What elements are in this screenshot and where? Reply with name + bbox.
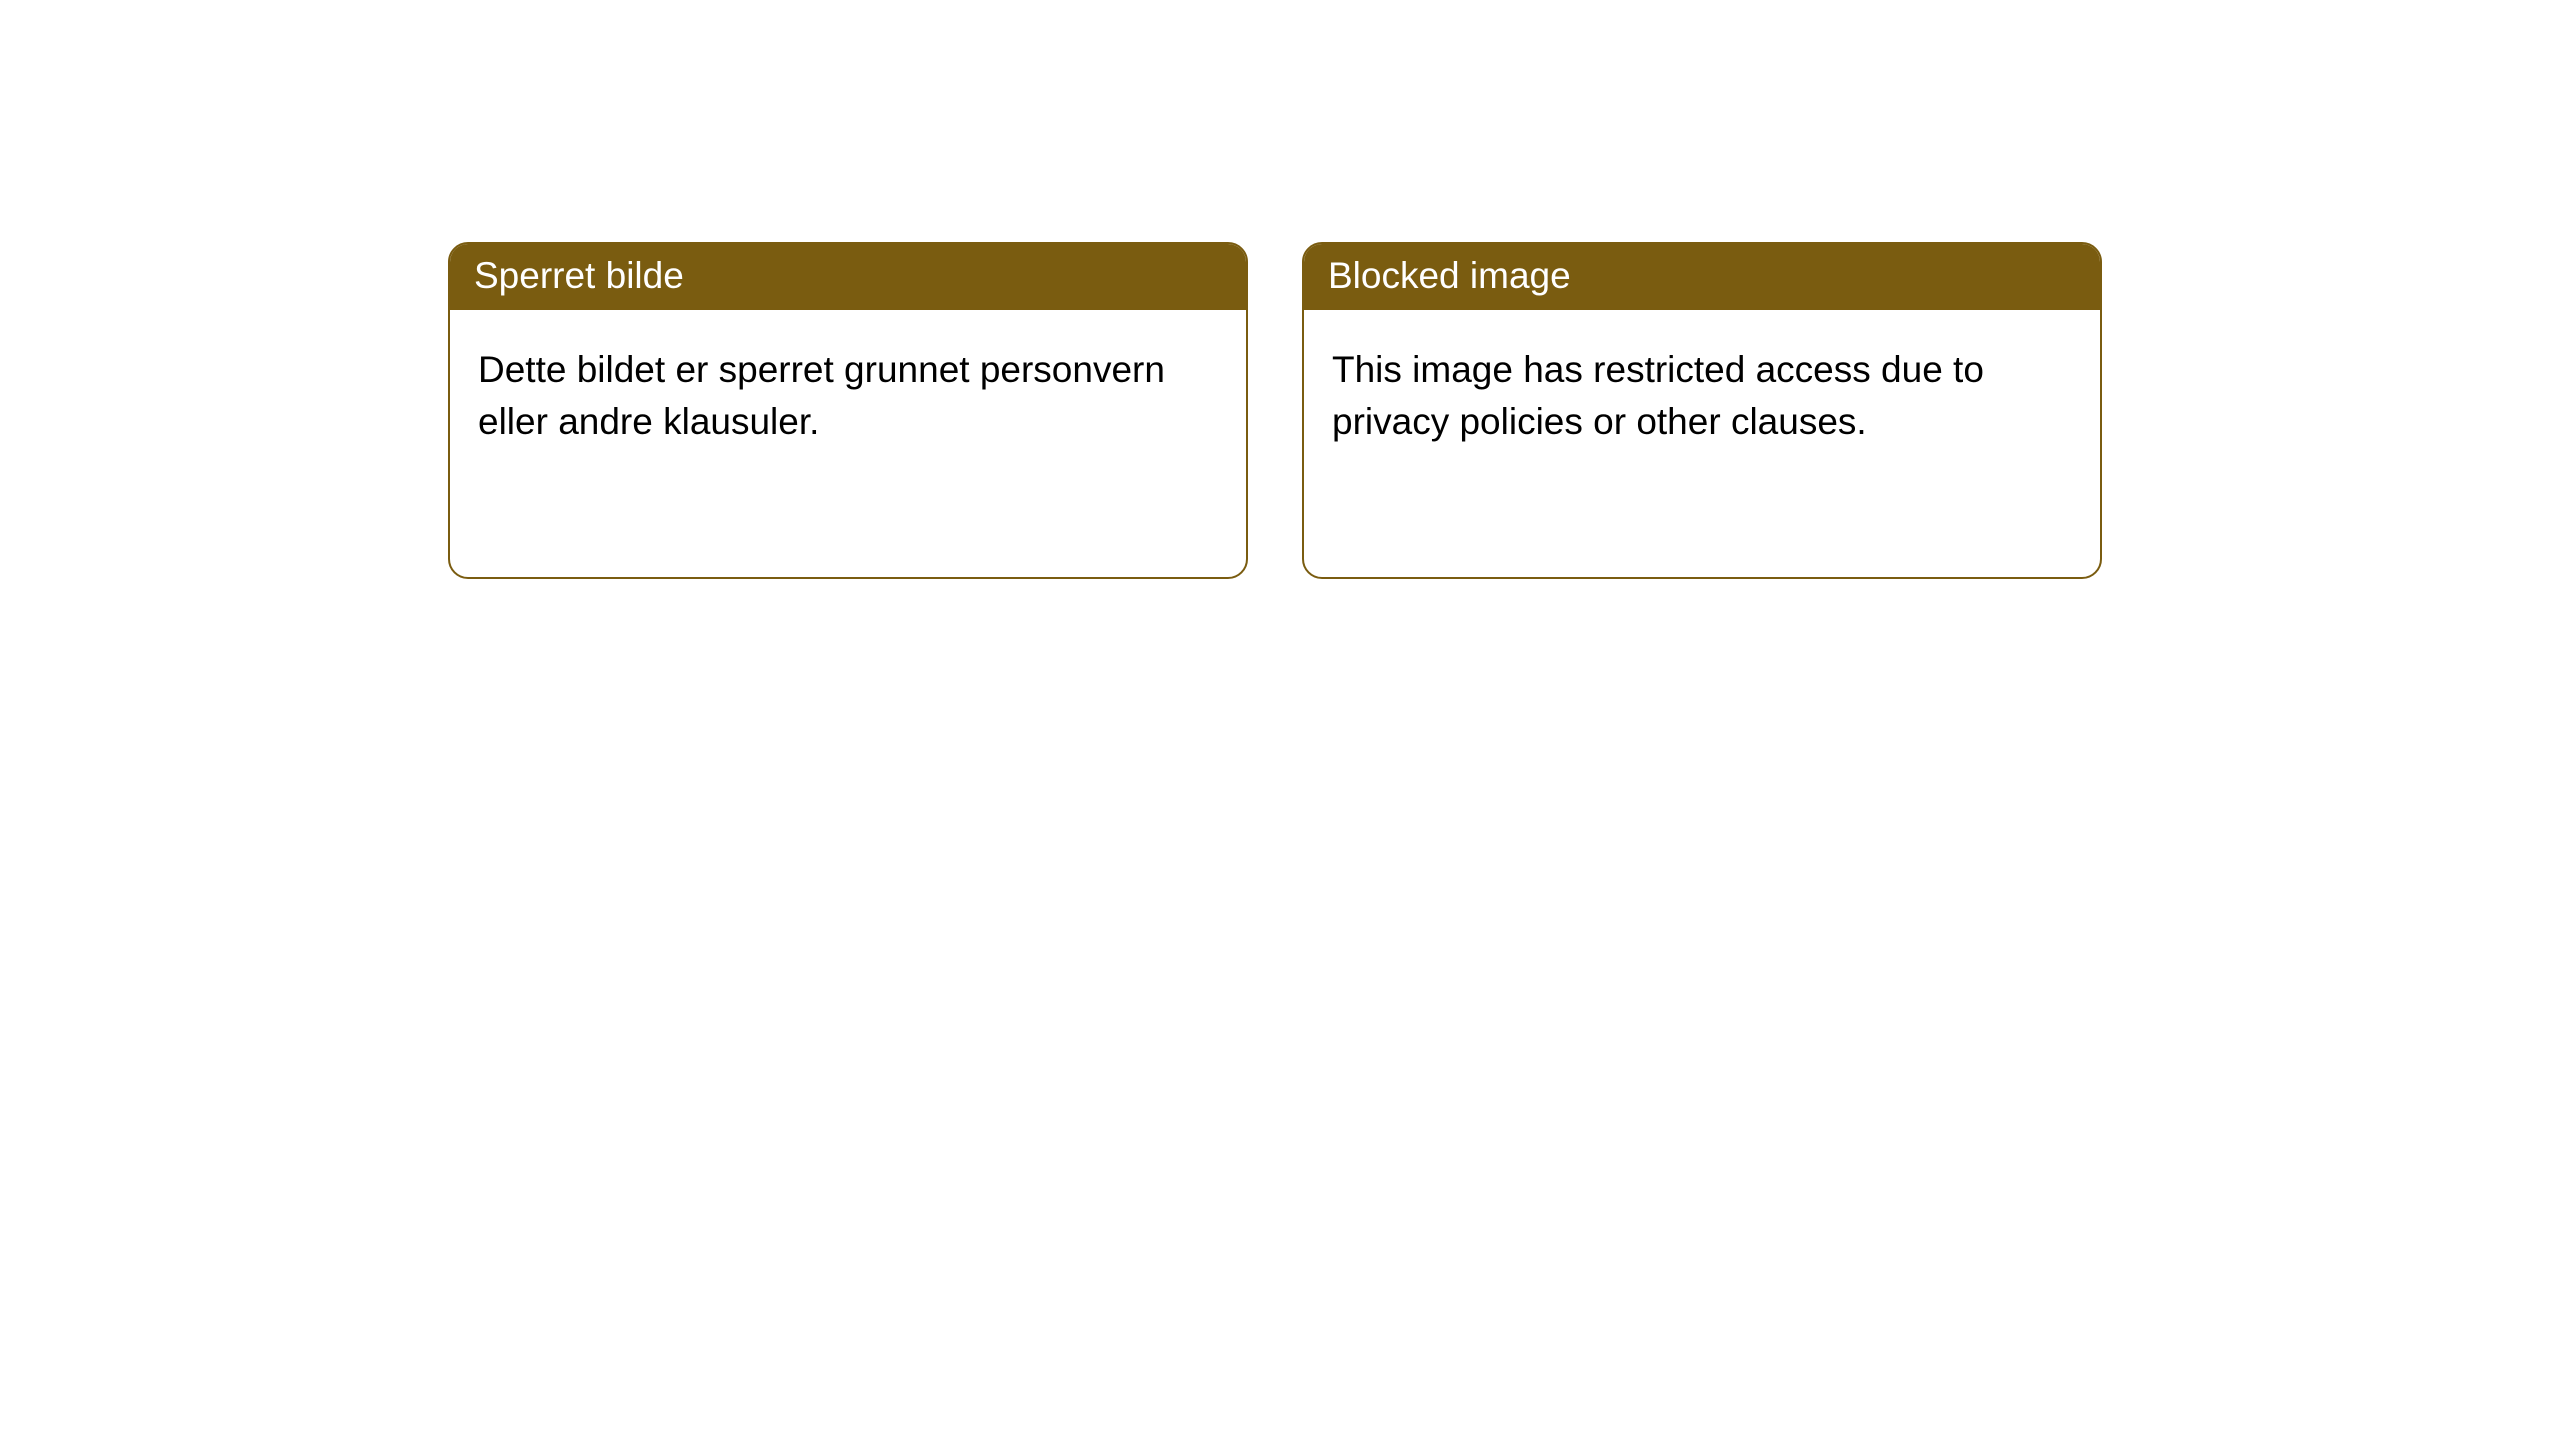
card-header-norwegian: Sperret bilde: [450, 244, 1246, 310]
blocked-image-card-norwegian: Sperret bilde Dette bildet er sperret gr…: [448, 242, 1248, 579]
blocked-image-card-english: Blocked image This image has restricted …: [1302, 242, 2102, 579]
card-body-english: This image has restricted access due to …: [1304, 310, 2100, 482]
card-header-english: Blocked image: [1304, 244, 2100, 310]
card-body-norwegian: Dette bildet er sperret grunnet personve…: [450, 310, 1246, 482]
notice-container: Sperret bilde Dette bildet er sperret gr…: [0, 0, 2560, 579]
